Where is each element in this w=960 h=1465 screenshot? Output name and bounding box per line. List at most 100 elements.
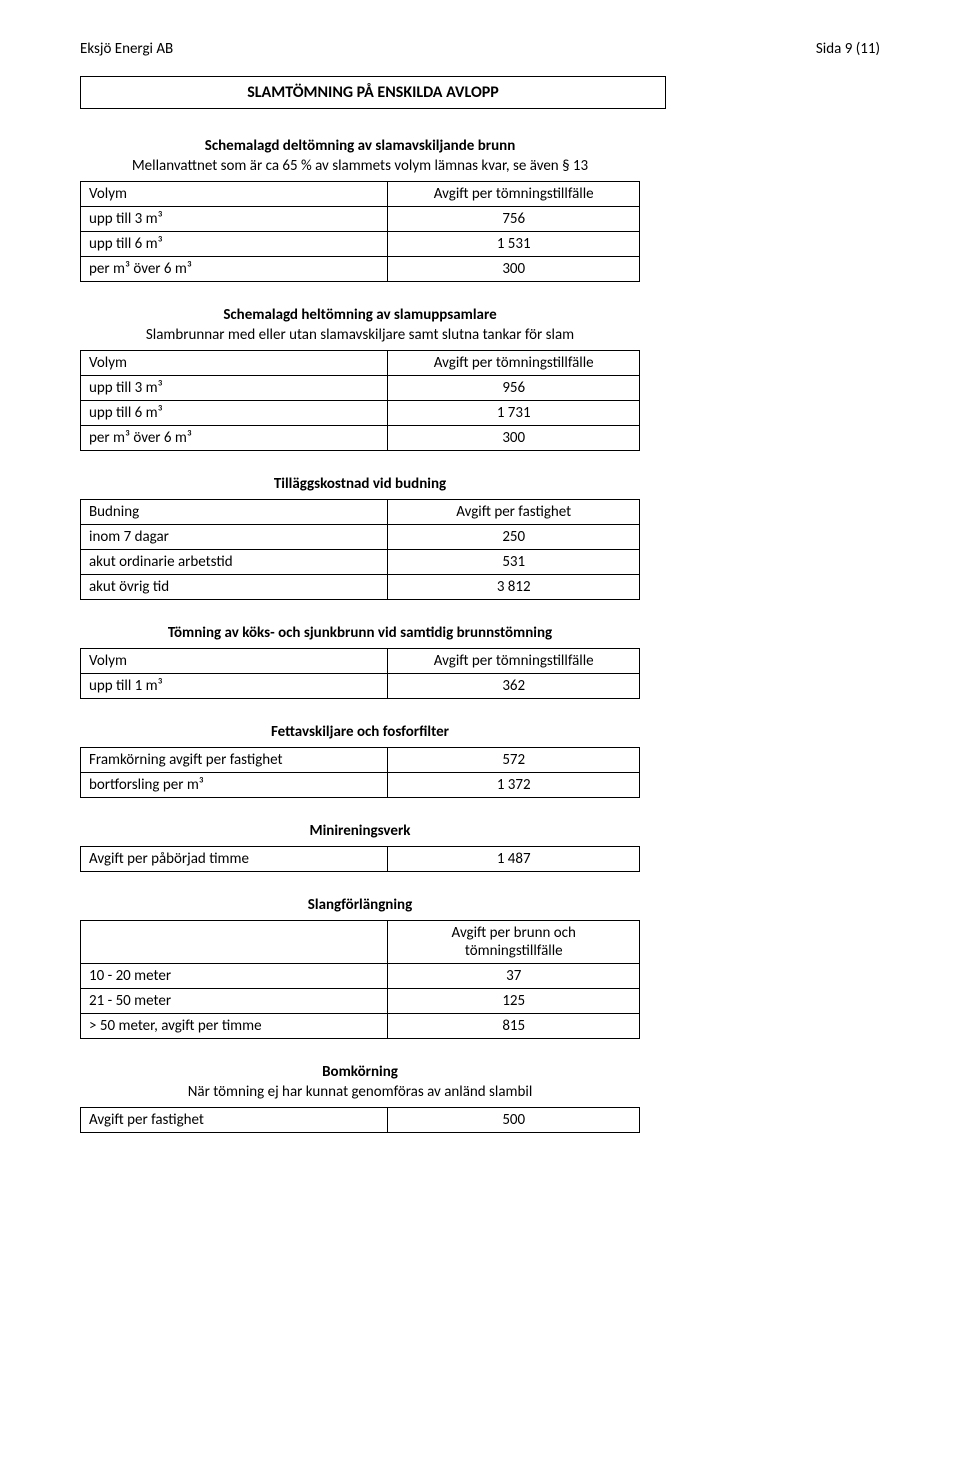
table-row: akut ordinarie arbetstid 531 (81, 550, 640, 575)
cell-label: > 50 meter, avgift per timme (81, 1014, 388, 1039)
table-row: bortforsling per m³ 1 372 (81, 773, 640, 798)
cell-value: 300 (388, 426, 640, 451)
cell-value: 37 (388, 964, 640, 989)
document-title: SLAMTÖMNING PÅ ENSKILDA AVLOPP (80, 76, 666, 109)
cell-value: 756 (388, 207, 640, 232)
table-row: Avgift per fastighet 500 (81, 1108, 640, 1133)
table-header-row: Avgift per brunn och tömningstillfälle (81, 921, 640, 964)
cell-value: 1 531 (388, 232, 640, 257)
cell-value: 956 (388, 376, 640, 401)
cell-label: bortforsling per m³ (81, 773, 388, 798)
table-row: per m³ över 6 m³ 300 (81, 257, 640, 282)
table-row: Avgift per påbörjad timme 1 487 (81, 847, 640, 872)
table-row: per m³ över 6 m³ 300 (81, 426, 640, 451)
table-row: Framkörning avgift per fastighet 572 (81, 748, 640, 773)
company-name: Eksjö Energi AB (80, 40, 173, 58)
cell-label: upp till 3 m³ (81, 207, 388, 232)
cell-label: akut ordinarie arbetstid (81, 550, 388, 575)
table-row: upp till 6 m³ 1 531 (81, 232, 640, 257)
section-bomkorning: Bomkörning När tömning ej har kunnat gen… (80, 1063, 880, 1133)
cell-label: Avgift per fastighet (81, 1108, 388, 1133)
col-header-right: Avgift per tömningstillfälle (388, 649, 640, 674)
page-number: Sida 9 (11) (816, 40, 880, 58)
cell-label: upp till 6 m³ (81, 401, 388, 426)
cell-value: 300 (388, 257, 640, 282)
col-header-right: Avgift per tömningstillfälle (388, 351, 640, 376)
section-subtext: När tömning ej har kunnat genomföras av … (80, 1083, 640, 1101)
col-header-right: Avgift per tömningstillfälle (388, 182, 640, 207)
col-header-left: Budning (81, 500, 388, 525)
table-koks: Volym Avgift per tömningstillfälle upp t… (80, 648, 640, 699)
table-budning: Budning Avgift per fastighet inom 7 daga… (80, 499, 640, 600)
cell-label: upp till 3 m³ (81, 376, 388, 401)
table-header-row: Volym Avgift per tömningstillfälle (81, 182, 640, 207)
table-fettavskiljare: Framkörning avgift per fastighet 572 bor… (80, 747, 640, 798)
cell-value: 572 (388, 748, 640, 773)
table-header-row: Volym Avgift per tömningstillfälle (81, 649, 640, 674)
cell-label: akut övrig tid (81, 575, 388, 600)
cell-label: inom 7 dagar (81, 525, 388, 550)
table-row: upp till 6 m³ 1 731 (81, 401, 640, 426)
cell-label: upp till 6 m³ (81, 232, 388, 257)
cell-value: 1 731 (388, 401, 640, 426)
section-heading: Tilläggskostnad vid budning (80, 475, 640, 493)
cell-value: 362 (388, 674, 640, 699)
table-row: upp till 1 m³ 362 (81, 674, 640, 699)
table-bomkorning: Avgift per fastighet 500 (80, 1107, 640, 1133)
table-row: 10 - 20 meter 37 (81, 964, 640, 989)
cell-value: 250 (388, 525, 640, 550)
section-heading: Fettavskiljare och fosforfilter (80, 723, 640, 741)
section-minireningsverk: Minireningsverk Avgift per påbörjad timm… (80, 822, 880, 872)
section-subtext: Mellanvattnet som är ca 65 % av slammets… (80, 157, 640, 175)
col-header-right: Avgift per brunn och tömningstillfälle (388, 921, 640, 964)
cell-label: Framkörning avgift per fastighet (81, 748, 388, 773)
table-minireningsverk: Avgift per påbörjad timme 1 487 (80, 846, 640, 872)
section-heading: Bomkörning (80, 1063, 640, 1081)
cell-label: per m³ över 6 m³ (81, 257, 388, 282)
col-header-left (81, 921, 388, 964)
table-row: akut övrig tid 3 812 (81, 575, 640, 600)
section-heading: Schemalagd deltömning av slamavskiljande… (80, 137, 640, 155)
section-slangforlangning: Slangförlängning Avgift per brunn och tö… (80, 896, 880, 1039)
col-header-left: Volym (81, 351, 388, 376)
table-header-row: Budning Avgift per fastighet (81, 500, 640, 525)
section-heading: Slangförlängning (80, 896, 640, 914)
cell-label: 10 - 20 meter (81, 964, 388, 989)
page-container: Eksjö Energi AB Sida 9 (11) SLAMTÖMNING … (0, 0, 960, 1197)
section-subtext: Slambrunnar med eller utan slamavskiljar… (80, 326, 640, 344)
table-row: > 50 meter, avgift per timme 815 (81, 1014, 640, 1039)
table-slangforlangning: Avgift per brunn och tömningstillfälle 1… (80, 920, 640, 1039)
cell-value: 531 (388, 550, 640, 575)
cell-label: upp till 1 m³ (81, 674, 388, 699)
cell-value: 125 (388, 989, 640, 1014)
col-header-right-line1: Avgift per brunn och (452, 924, 576, 942)
section-schemalagd-heltomning: Schemalagd heltömning av slamuppsamlare … (80, 306, 880, 451)
section-heading: Schemalagd heltömning av slamuppsamlare (80, 306, 640, 324)
section-koks-sjunkbrunn: Tömning av köks- och sjunkbrunn vid samt… (80, 624, 880, 699)
table-row: inom 7 dagar 250 (81, 525, 640, 550)
cell-value: 1 372 (388, 773, 640, 798)
cell-label: per m³ över 6 m³ (81, 426, 388, 451)
table-heltomning: Volym Avgift per tömningstillfälle upp t… (80, 350, 640, 451)
col-header-left: Volym (81, 649, 388, 674)
table-deltomning: Volym Avgift per tömningstillfälle upp t… (80, 181, 640, 282)
cell-value: 1 487 (388, 847, 640, 872)
cell-value: 3 812 (388, 575, 640, 600)
table-row: upp till 3 m³ 756 (81, 207, 640, 232)
table-row: upp till 3 m³ 956 (81, 376, 640, 401)
cell-label: 21 - 50 meter (81, 989, 388, 1014)
section-schemalagd-deltomning: Schemalagd deltömning av slamavskiljande… (80, 137, 880, 282)
section-tillaggskostnad: Tilläggskostnad vid budning Budning Avgi… (80, 475, 880, 600)
cell-label: Avgift per påbörjad timme (81, 847, 388, 872)
col-header-right-line2: tömningstillfälle (465, 942, 563, 960)
section-heading: Tömning av köks- och sjunkbrunn vid samt… (80, 624, 640, 642)
page-header: Eksjö Energi AB Sida 9 (11) (80, 40, 880, 58)
section-fettavskiljare: Fettavskiljare och fosforfilter Framkörn… (80, 723, 880, 798)
cell-value: 500 (388, 1108, 640, 1133)
col-header-right: Avgift per fastighet (388, 500, 640, 525)
table-row: 21 - 50 meter 125 (81, 989, 640, 1014)
section-heading: Minireningsverk (80, 822, 640, 840)
col-header-left: Volym (81, 182, 388, 207)
table-header-row: Volym Avgift per tömningstillfälle (81, 351, 640, 376)
cell-value: 815 (388, 1014, 640, 1039)
